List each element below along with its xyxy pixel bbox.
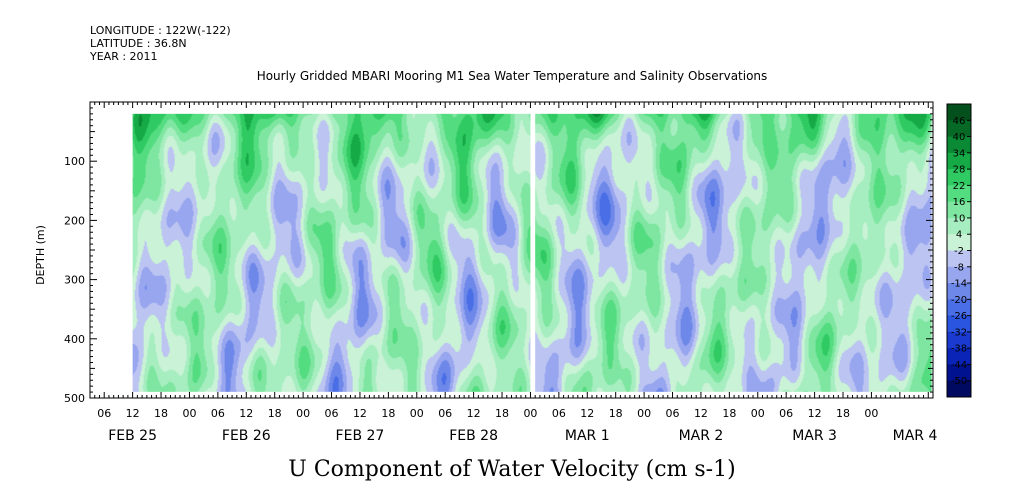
colorbar-swatch — [947, 250, 971, 268]
x-hour-label: 12 — [353, 407, 367, 420]
colorbar: 46 40 34 28 22 16 10 4 -2 -8 -14 -20 -26 -32 -38 -44 -50 — [946, 103, 972, 398]
colorbar-swatch — [947, 169, 971, 186]
colorbar-tick-label: 22 — [953, 181, 966, 192]
x-date-label: MAR 3 — [792, 428, 837, 444]
x-hour-label: 12 — [239, 407, 253, 420]
y-tick-label: 100 — [64, 155, 85, 168]
colorbar-swatch — [947, 136, 971, 154]
x-date-label: FEB 28 — [449, 428, 498, 444]
x-hour-label: 00 — [410, 407, 424, 420]
colorbar-tick-label: -32 — [951, 327, 967, 338]
x-hour-label: 18 — [154, 407, 168, 420]
year-label: YEAR : 2011 — [89, 50, 158, 63]
colorbar-tick-label: 40 — [953, 132, 966, 143]
x-hour-label: 06 — [325, 407, 339, 420]
x-hour-label: 00 — [523, 407, 537, 420]
colorbar-swatch — [947, 104, 971, 121]
x-date-label: FEB 26 — [222, 428, 271, 444]
colorbar-swatch — [947, 217, 971, 235]
y-tick-label: 400 — [64, 333, 85, 346]
data-gap — [530, 112, 536, 393]
x-axis: 06 12 18 00 06 12 18 00 06 12 18 00 06 12 18 00 06 12 18 00… — [89, 102, 938, 444]
y-tick-label: 500 — [64, 392, 85, 405]
x-hour-label: 18 — [722, 407, 736, 420]
colorbar-swatch — [947, 201, 971, 219]
x-hour-label: 00 — [864, 407, 878, 420]
x-date-label: MAR 2 — [679, 428, 724, 444]
colorbar-tick-label: 46 — [953, 116, 966, 127]
x-hour-label: 06 — [779, 407, 793, 420]
x-date-label: FEB 25 — [108, 428, 157, 444]
x-hour-label: 06 — [666, 407, 680, 420]
colorbar-tick-label: -14 — [951, 279, 967, 290]
x-hour-label: 00 — [296, 407, 310, 420]
colorbar-tick-label: 28 — [953, 165, 966, 176]
x-hour-label: 00 — [751, 407, 765, 420]
x-hour-label: 12 — [694, 407, 708, 420]
colorbar-swatch — [947, 234, 971, 251]
x-hour-label: 06 — [211, 407, 225, 420]
x-hour-label: 06 — [438, 407, 452, 420]
x-hour-label: 06 — [97, 407, 111, 420]
colorbar-swatch — [947, 364, 971, 382]
colorbar-swatch — [947, 185, 971, 203]
colorbar-swatch — [947, 152, 971, 170]
x-date-label: MAR 4 — [893, 428, 938, 444]
x-date-label: MAR 1 — [565, 428, 610, 444]
x-hour-label: 18 — [495, 407, 509, 420]
colorbar-swatch — [947, 348, 971, 365]
colorbar-tick-label: -20 — [951, 295, 967, 306]
colorbar-tick-label: 4 — [956, 230, 962, 241]
x-hour-label: 00 — [182, 407, 196, 420]
colorbar-swatch — [947, 120, 971, 138]
colorbar-swatch — [947, 380, 971, 398]
longitude-label: LONGITUDE : 122W(-122) — [90, 24, 231, 37]
colorbar-tick-label: -50 — [951, 376, 967, 387]
colorbar-swatch — [947, 331, 971, 349]
x-date-label: FEB 27 — [336, 428, 385, 444]
colorbar-tick-label: 34 — [953, 148, 966, 159]
colorbar-tick-label: -26 — [951, 311, 967, 322]
x-hour-label: 18 — [381, 407, 395, 420]
heatmap-field — [132, 112, 932, 393]
x-hour-label: 12 — [126, 407, 140, 420]
x-hour-label: 12 — [467, 407, 481, 420]
colorbar-tick-label: -44 — [951, 360, 967, 371]
colorbar-swatch — [947, 283, 971, 300]
colorbar-tick-label: -8 — [954, 262, 964, 273]
colorbar-tick-label: -38 — [951, 344, 967, 355]
x-hour-label: 18 — [268, 407, 282, 420]
x-hour-label: 12 — [808, 407, 822, 420]
y-tick-label: 200 — [64, 214, 85, 227]
y-axis-label: DEPTH (m) — [34, 225, 47, 285]
latitude-label: LATITUDE : 36.8N — [90, 37, 187, 50]
colorbar-swatch — [947, 266, 971, 284]
y-tick-label: 300 — [64, 274, 85, 287]
colorbar-tick-label: 10 — [953, 213, 966, 224]
colorbar-tick-label: -2 — [954, 246, 964, 257]
x-hour-label: 00 — [637, 407, 651, 420]
y-axis: 100 200 300 400 500 — [64, 107, 933, 405]
chart-title: Hourly Gridded MBARI Mooring M1 Sea Wate… — [257, 69, 768, 83]
x-hour-label: 18 — [836, 407, 850, 420]
colorbar-swatch — [947, 315, 971, 333]
x-axis-title: U Component of Water Velocity (cm s-1) — [288, 457, 735, 482]
x-hour-label: 12 — [580, 407, 594, 420]
x-hour-label: 06 — [552, 407, 566, 420]
colorbar-tick-label: 16 — [953, 197, 966, 208]
colorbar-swatch — [947, 299, 971, 317]
x-hour-label: 18 — [609, 407, 623, 420]
